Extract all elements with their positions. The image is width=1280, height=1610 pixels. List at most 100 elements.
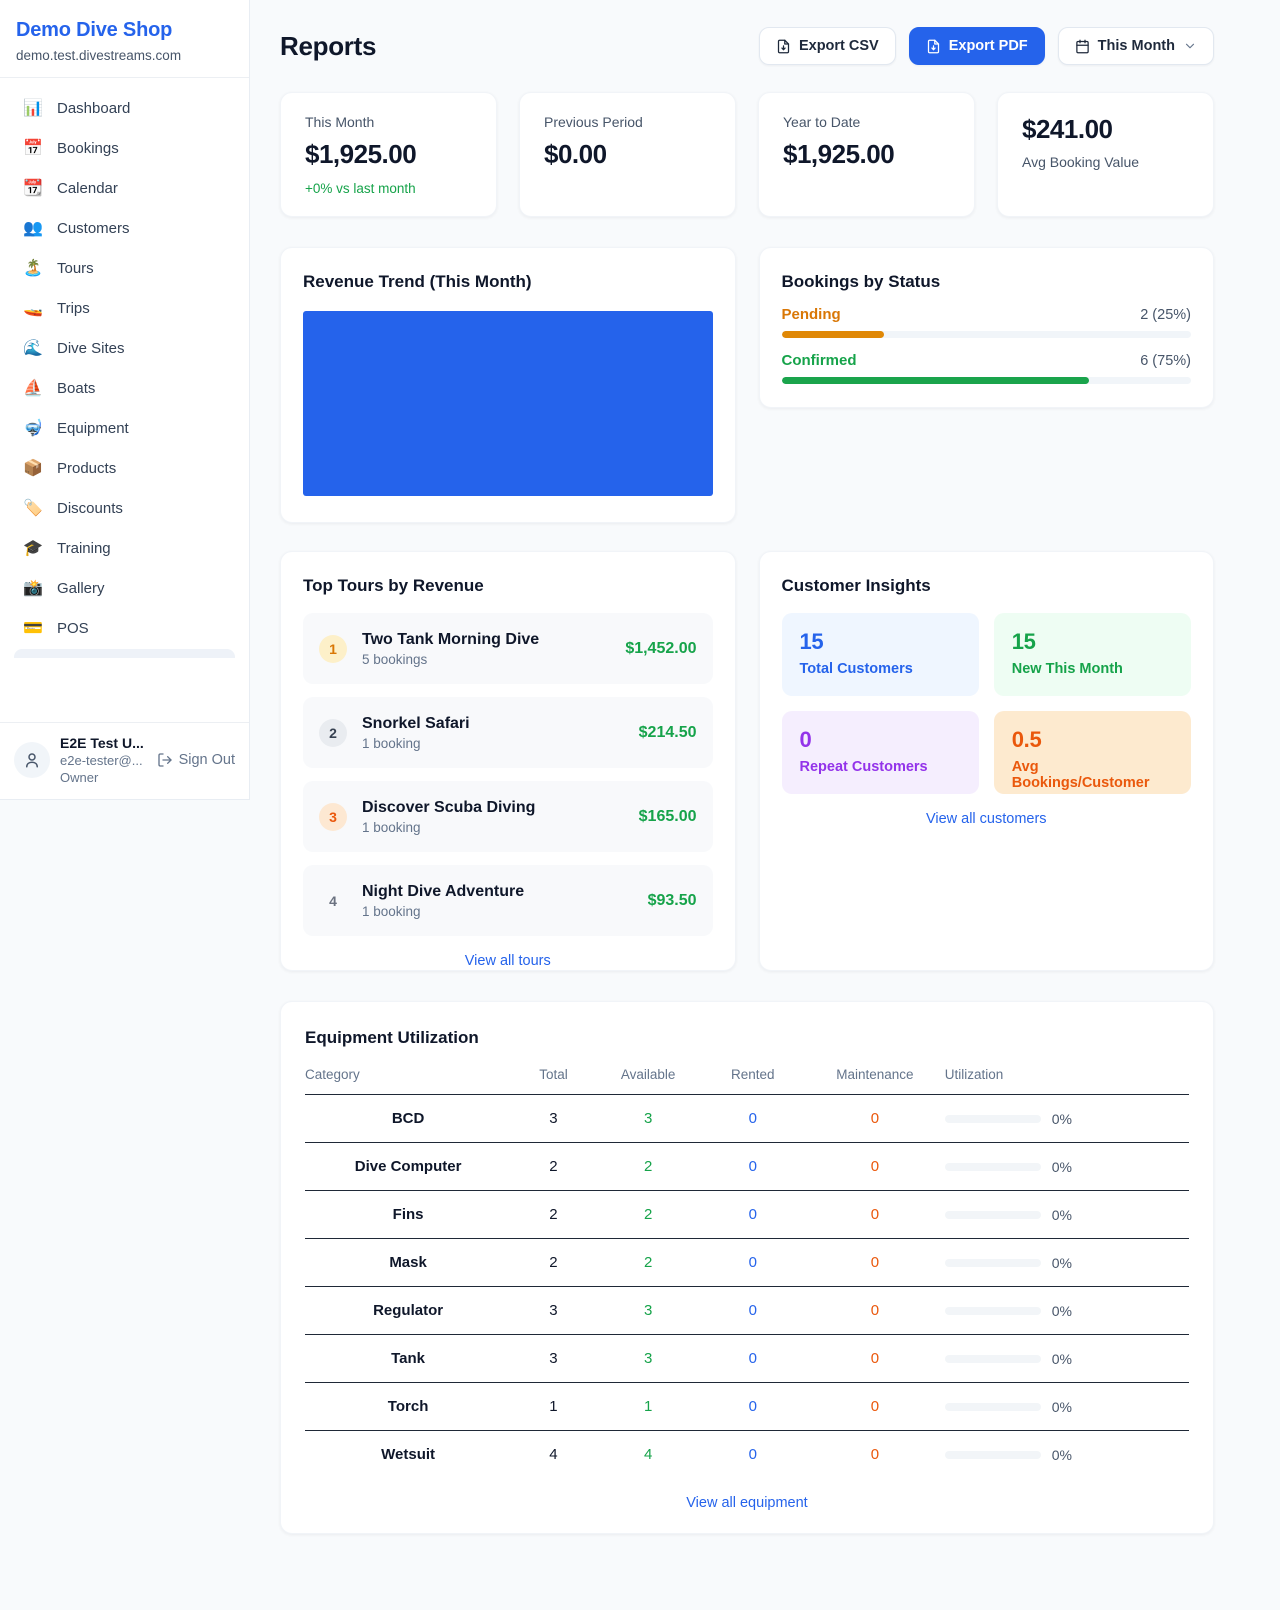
cell-total: 2 bbox=[511, 1190, 596, 1239]
header-actions: Export CSV Export PDF This Month bbox=[758, 27, 1214, 65]
utilization-bar bbox=[944, 1306, 1041, 1315]
sidebar-item-partial[interactable] bbox=[14, 649, 235, 658]
user-name: E2E Test U... bbox=[60, 735, 144, 751]
credit-card-icon: 💳 bbox=[23, 620, 43, 637]
sidebar-item-trips[interactable]: 🚤 Trips bbox=[12, 288, 237, 328]
sidebar-item-pos[interactable]: 💳 POS bbox=[12, 608, 237, 648]
sidebar-item-discounts[interactable]: 🏷️ Discounts bbox=[12, 488, 237, 528]
tour-bookings: 5 bookings bbox=[362, 651, 428, 667]
sidebar-item-label: Equipment bbox=[57, 419, 129, 437]
equipment-utilization-title: Equipment Utilization bbox=[305, 1028, 479, 1047]
table-row: Fins 2 2 0 0 0% bbox=[305, 1190, 1189, 1239]
stat-label: Avg Booking Value bbox=[1022, 154, 1140, 170]
sidebar-item-label: Gallery bbox=[57, 579, 105, 597]
utilization-bar bbox=[944, 1354, 1041, 1363]
stat-label: Year to Date bbox=[783, 114, 861, 130]
sidebar-item-equipment[interactable]: 🤿 Equipment bbox=[12, 408, 237, 448]
sidebar-header: Demo Dive Shop demo.test.divestreams.com bbox=[0, 0, 249, 78]
sidebar-item-gallery[interactable]: 📸 Gallery bbox=[12, 568, 237, 608]
tour-name: Snorkel Safari bbox=[362, 714, 470, 732]
insight-tile-avg-bookings: 0.5 Avg Bookings/Customer bbox=[993, 711, 1191, 794]
period-selected-label: This Month bbox=[1097, 38, 1175, 54]
table-row: Tank 3 3 0 0 0% bbox=[305, 1334, 1189, 1383]
sailboat-icon: ⛵ bbox=[23, 380, 43, 397]
utilization-percent: 0% bbox=[1051, 1254, 1072, 1271]
export-pdf-button[interactable]: Export PDF bbox=[908, 27, 1045, 65]
chevron-down-icon bbox=[1185, 43, 1195, 49]
file-download-icon bbox=[777, 39, 790, 53]
graduation-cap-icon: 🎓 bbox=[23, 540, 43, 557]
table-row: Dive Computer 2 2 0 0 0% bbox=[305, 1142, 1189, 1191]
cell-category: Tank bbox=[305, 1334, 512, 1383]
cell-available: 2 bbox=[595, 1142, 701, 1191]
cell-category: Fins bbox=[305, 1190, 512, 1239]
insight-value: 15 bbox=[799, 629, 824, 654]
status-bar-fill bbox=[781, 377, 1089, 384]
cell-maintenance: 0 bbox=[805, 1334, 945, 1383]
revenue-trend-title: Revenue Trend (This Month) bbox=[303, 272, 532, 291]
utilization-bar bbox=[944, 1258, 1041, 1267]
sidebar-item-boats[interactable]: ⛵ Boats bbox=[12, 368, 237, 408]
cell-category: Wetsuit bbox=[381, 1446, 436, 1463]
stats-row: This Month $1,925.00 +0% vs last month P… bbox=[280, 92, 1214, 217]
cell-maintenance: 0 bbox=[805, 1190, 945, 1239]
sidebar-item-dive-sites[interactable]: 🌊 Dive Sites bbox=[12, 328, 237, 368]
calendar-date-icon: 📅 bbox=[23, 140, 43, 157]
utilization-bar bbox=[944, 1162, 1041, 1171]
column-header-rented: Rented bbox=[700, 1067, 806, 1095]
status-bar-pending bbox=[781, 331, 1191, 338]
period-selector-dropdown[interactable]: This Month bbox=[1057, 27, 1214, 65]
sidebar-item-label: Tours bbox=[57, 259, 94, 277]
cell-available: 2 bbox=[595, 1190, 701, 1239]
sidebar-item-customers[interactable]: 👥 Customers bbox=[12, 208, 237, 248]
utilization-bar bbox=[944, 1450, 1041, 1459]
view-all-tours-link[interactable]: View all tours bbox=[464, 953, 551, 969]
sidebar-item-bookings[interactable]: 📅 Bookings bbox=[12, 128, 237, 168]
sidebar-item-products[interactable]: 📦 Products bbox=[12, 448, 237, 488]
equipment-table-header: Category Total Available Rented Maintena… bbox=[305, 1067, 1189, 1095]
revenue-trend-card: Revenue Trend (This Month) bbox=[280, 247, 736, 523]
cell-rented: 0 bbox=[700, 1334, 806, 1383]
cell-total: 3 bbox=[511, 1286, 596, 1335]
status-count-pending: 2 (25%) bbox=[1140, 307, 1191, 323]
insights-row: Top Tours by Revenue 1 Two Tank Morning … bbox=[280, 551, 1214, 971]
stat-label: This Month bbox=[305, 114, 375, 130]
tour-row: 4 Night Dive Adventure 1 booking $93.50 bbox=[303, 865, 713, 936]
cell-maintenance: 0 bbox=[805, 1142, 945, 1191]
tour-bookings: 1 booking bbox=[362, 903, 421, 919]
insight-value: 0 bbox=[799, 727, 812, 752]
view-all-customers-link[interactable]: View all customers bbox=[925, 811, 1047, 827]
tour-bookings: 1 booking bbox=[362, 735, 421, 751]
insight-value: 0.5 bbox=[1011, 727, 1042, 752]
status-bar-fill bbox=[781, 331, 884, 338]
user-info: E2E Test U... e2e-tester@... Owner bbox=[60, 735, 144, 785]
package-icon: 📦 bbox=[23, 460, 43, 477]
cell-category: Regulator bbox=[305, 1286, 512, 1335]
status-label-pending: Pending bbox=[781, 306, 841, 323]
cell-available: 3 bbox=[595, 1094, 701, 1143]
utilization-percent: 0% bbox=[1051, 1158, 1072, 1175]
sidebar-item-label: Trips bbox=[57, 299, 90, 317]
cell-available: 2 bbox=[595, 1238, 701, 1287]
sidebar-item-label: Boats bbox=[57, 379, 96, 397]
sidebar-item-calendar[interactable]: 📆 Calendar bbox=[12, 168, 237, 208]
view-all-equipment-link[interactable]: View all equipment bbox=[686, 1495, 808, 1511]
cell-category: Mask bbox=[305, 1238, 512, 1287]
sidebar-item-dashboard[interactable]: 📊 Dashboard bbox=[12, 88, 237, 128]
stat-value: $241.00 bbox=[1022, 114, 1113, 144]
cell-category: Torch bbox=[305, 1382, 512, 1431]
cell-rented: 0 bbox=[700, 1094, 806, 1143]
customer-insights-title: Customer Insights bbox=[781, 576, 931, 595]
sidebar-item-training[interactable]: 🎓 Training bbox=[12, 528, 237, 568]
tour-row: 1 Two Tank Morning Dive 5 bookings $1,45… bbox=[303, 613, 713, 684]
island-icon: 🏝️ bbox=[23, 260, 43, 277]
insight-label: Repeat Customers bbox=[799, 759, 928, 775]
speedboat-icon: 🚤 bbox=[23, 300, 43, 317]
sign-out-button[interactable]: Sign Out bbox=[157, 752, 235, 768]
revenue-trend-bar bbox=[303, 311, 713, 496]
sidebar-item-label: POS bbox=[57, 619, 89, 637]
cell-category: Dive Computer bbox=[305, 1142, 512, 1191]
utilization-percent: 0% bbox=[1051, 1398, 1072, 1415]
sidebar-item-tours[interactable]: 🏝️ Tours bbox=[12, 248, 237, 288]
export-csv-button[interactable]: Export CSV bbox=[758, 27, 896, 65]
